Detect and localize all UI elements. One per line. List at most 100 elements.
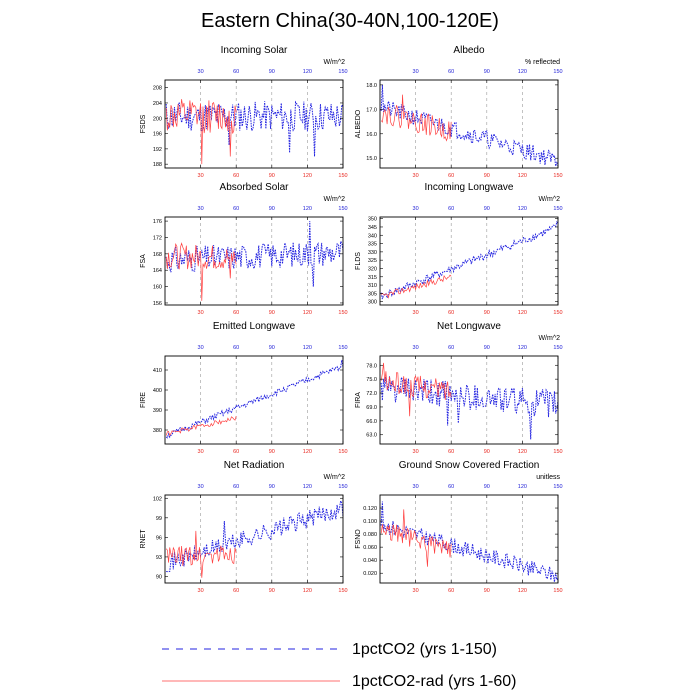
plot-frame — [379, 216, 559, 306]
xtick-label-top: 30 — [198, 345, 204, 351]
xtick-label-bottom: 120 — [303, 588, 312, 594]
plot-frame — [164, 79, 344, 169]
xtick-label-bottom: 30 — [198, 449, 204, 455]
panel-title: Incoming Longwave — [425, 182, 514, 193]
series-1pctco2-rad — [165, 99, 237, 165]
xtick-label-top: 60 — [233, 69, 239, 75]
series-1pctco2 — [165, 221, 343, 287]
xtick-label-top: 30 — [413, 69, 419, 75]
ytick-label: 164 — [153, 268, 162, 274]
xtick-label-bottom: 120 — [518, 310, 527, 316]
panel-units: W/m^2 — [538, 196, 560, 203]
ytick-label: 75.0 — [366, 377, 377, 383]
xtick-label-bottom: 120 — [303, 173, 312, 179]
ytick-label: 325 — [368, 258, 377, 264]
series-1pctco2 — [165, 100, 343, 157]
legend-label-1pctco2-rad: 1pctCO2-rad (yrs 1-60) — [352, 673, 517, 690]
xtick-label-top: 60 — [233, 206, 239, 212]
xtick-label-bottom: 30 — [413, 588, 419, 594]
ytick-label: 0.100 — [363, 519, 377, 525]
series-1pctco2 — [380, 220, 558, 300]
series-1pctco2 — [380, 375, 558, 440]
series-1pctco2-rad — [380, 94, 452, 142]
panel-title: Incoming Solar — [221, 45, 288, 56]
ytick-label: 0.080 — [363, 532, 377, 538]
xtick-label-bottom: 60 — [233, 310, 239, 316]
xtick-label-top: 150 — [338, 69, 347, 75]
xtick-label-top: 120 — [303, 345, 312, 351]
xtick-label-bottom: 150 — [338, 310, 347, 316]
xtick-label-bottom: 90 — [484, 588, 490, 594]
xtick-label-bottom: 90 — [484, 449, 490, 455]
xtick-label-bottom: 120 — [518, 449, 527, 455]
series-1pctco2 — [380, 501, 558, 582]
xtick-label-top: 30 — [198, 69, 204, 75]
xtick-label-top: 60 — [448, 345, 454, 351]
ytick-label: 66.0 — [366, 419, 377, 425]
xtick-label-bottom: 60 — [233, 588, 239, 594]
xtick-label-bottom: 150 — [338, 449, 347, 455]
xtick-label-bottom: 30 — [413, 310, 419, 316]
ytick-label: 16.0 — [366, 132, 377, 138]
xtick-label-top: 60 — [233, 345, 239, 351]
xtick-label-top: 120 — [518, 69, 527, 75]
panel-ground-snow-covered-fraction: Ground Snow Covered Fraction unitless FSNO… — [355, 460, 563, 594]
xtick-label-bottom: 90 — [484, 310, 490, 316]
xtick-label-top: 60 — [448, 69, 454, 75]
xtick-label-top: 30 — [413, 484, 419, 490]
series-1pctco2-rad — [165, 530, 237, 578]
plot-frame — [164, 216, 344, 306]
xtick-label-top: 120 — [303, 206, 312, 212]
series-1pctco2-rad — [380, 274, 452, 299]
ytick-label: 172 — [153, 235, 162, 241]
ytick-label: 305 — [368, 291, 377, 297]
ytick-label: 0.120 — [363, 506, 377, 512]
ytick-label: 168 — [153, 252, 162, 258]
panel-ylabel: FIRE — [140, 392, 147, 408]
xtick-label-top: 120 — [518, 484, 527, 490]
ytick-label: 390 — [153, 408, 162, 414]
xtick-label-top: 150 — [338, 206, 347, 212]
ytick-label: 15.0 — [366, 156, 377, 162]
xtick-label-top: 90 — [484, 484, 490, 490]
panels: Incoming Solar W/m^2 FSDS 188 192 196 200 204 20… — [140, 45, 563, 594]
ytick-label: 93 — [156, 555, 162, 561]
xtick-label-bottom: 60 — [448, 310, 454, 316]
xtick-label-bottom: 150 — [553, 173, 562, 179]
panel-title: Albedo — [453, 45, 485, 56]
xtick-label-bottom: 60 — [448, 588, 454, 594]
panel-units: W/m^2 — [323, 196, 345, 203]
ytick-label: 69.0 — [366, 405, 377, 411]
xtick-label-top: 90 — [269, 345, 275, 351]
panel-units: W/m^2 — [323, 59, 345, 66]
panel-units: % reflected — [525, 59, 560, 66]
xtick-label-bottom: 30 — [198, 310, 204, 316]
ytick-label: 18.0 — [366, 83, 377, 89]
plot-frame — [164, 355, 344, 445]
ytick-label: 0.060 — [363, 545, 377, 551]
xtick-label-top: 150 — [553, 345, 562, 351]
xtick-label-bottom: 30 — [413, 173, 419, 179]
series-1pctco2-rad — [165, 416, 237, 437]
panel-units: W/m^2 — [323, 474, 345, 481]
ytick-label: 0.040 — [363, 558, 377, 564]
panel-title: Net Longwave — [437, 321, 501, 332]
ytick-label: 96 — [156, 535, 162, 541]
panel-title: Absorbed Solar — [220, 182, 290, 193]
xtick-label-top: 120 — [518, 206, 527, 212]
xtick-label-bottom: 120 — [303, 449, 312, 455]
panel-incoming-solar: Incoming Solar W/m^2 FSDS 188 192 196 200 204 20… — [140, 45, 348, 179]
xtick-label-bottom: 90 — [269, 173, 275, 179]
xtick-label-top: 90 — [484, 206, 490, 212]
xtick-label-top: 150 — [338, 345, 347, 351]
ytick-label: 310 — [368, 283, 377, 289]
xtick-label-top: 30 — [198, 484, 204, 490]
panel-ylabel: FIRA — [355, 392, 362, 408]
ytick-label: 176 — [153, 219, 162, 225]
xtick-label-top: 30 — [413, 345, 419, 351]
ytick-label: 72.0 — [366, 391, 377, 397]
ytick-label: 0.020 — [363, 571, 377, 577]
panel-title: Ground Snow Covered Fraction — [399, 460, 540, 471]
xtick-label-bottom: 120 — [303, 310, 312, 316]
